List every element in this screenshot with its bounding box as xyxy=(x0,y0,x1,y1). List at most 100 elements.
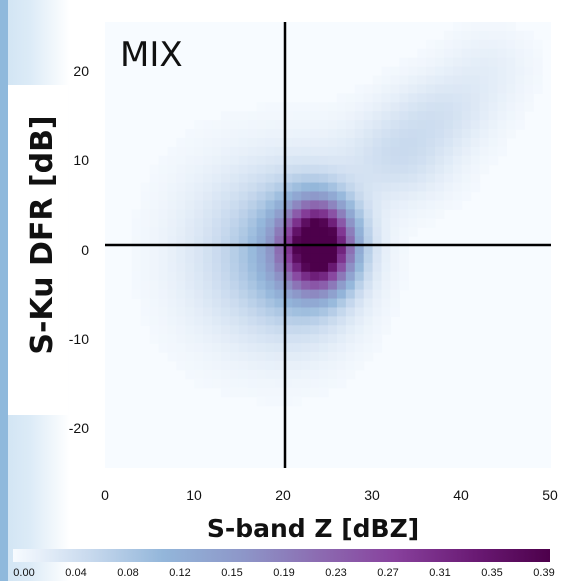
heatmap-cell xyxy=(265,298,276,309)
heatmap-cell xyxy=(149,182,160,193)
heatmap-cell xyxy=(212,120,222,130)
heatmap-cell xyxy=(310,146,320,157)
heatmap-cell xyxy=(452,57,463,68)
heatmap-cell xyxy=(336,245,347,255)
heatmap-cell xyxy=(238,387,249,398)
heatmap-cell xyxy=(292,182,302,193)
heatmap-cell xyxy=(399,129,409,139)
heatmap-cell xyxy=(417,111,427,121)
heatmap-cell xyxy=(220,164,231,175)
heatmap-cell xyxy=(461,137,472,148)
heatmap-cell xyxy=(185,164,195,175)
heatmap-cell xyxy=(319,245,329,255)
heatmap-cell xyxy=(363,325,374,335)
heatmap-cell xyxy=(363,173,374,184)
heatmap-cell xyxy=(176,325,186,335)
heatmap-cell xyxy=(274,218,284,228)
heatmap-cell xyxy=(461,22,472,32)
heatmap-cell xyxy=(354,155,365,166)
heatmap-cell xyxy=(524,66,534,77)
heatmap-cell xyxy=(220,253,231,264)
heatmap-cell xyxy=(274,245,284,255)
heatmap-cell xyxy=(283,173,293,184)
heatmap-cell xyxy=(283,280,293,291)
heatmap-cell xyxy=(229,378,240,389)
heatmap-cell xyxy=(354,191,365,201)
heatmap-cell xyxy=(488,66,499,77)
heatmap-cell xyxy=(247,245,258,255)
heatmap-cell xyxy=(212,369,222,380)
heatmap-cell xyxy=(408,120,418,130)
heatmap-cell xyxy=(203,378,213,389)
x-tick-label: 30 xyxy=(364,487,380,503)
heatmap-cell xyxy=(301,298,311,309)
heatmap-cell xyxy=(229,164,240,175)
heatmap-cell xyxy=(212,227,222,237)
heatmap-cell xyxy=(319,369,329,380)
heatmap-cell xyxy=(176,271,186,282)
heatmap-cell xyxy=(328,343,338,353)
heatmap-cell xyxy=(220,146,231,157)
heatmap-cell xyxy=(185,236,195,246)
heatmap-cell xyxy=(256,227,267,237)
heatmap-cell xyxy=(372,280,383,291)
heatmap-cell xyxy=(381,280,392,291)
heatmap-cell xyxy=(381,298,392,309)
heatmap-cell xyxy=(301,182,311,193)
heatmap-cell xyxy=(515,75,525,86)
heatmap-cell xyxy=(470,120,481,130)
heatmap-cell xyxy=(274,173,284,184)
heatmap-cell xyxy=(140,245,151,255)
heatmap-cell xyxy=(461,93,472,103)
x-tick-label: 40 xyxy=(453,487,469,503)
heatmap-cell xyxy=(336,218,347,228)
heatmap-cell xyxy=(372,236,383,246)
heatmap-cell xyxy=(354,129,365,139)
heatmap-cell xyxy=(283,396,293,407)
heatmap-cell xyxy=(372,182,383,193)
heatmap-cell xyxy=(167,209,177,219)
heatmap-cell xyxy=(265,271,276,282)
heatmap-cell xyxy=(470,111,481,121)
heatmap-cell xyxy=(408,57,418,68)
colorbar-tick-label: 0.08 xyxy=(117,567,138,579)
heatmap-cell xyxy=(372,146,383,157)
heatmap-cell xyxy=(283,227,293,237)
heatmap-cell xyxy=(212,360,222,371)
heatmap-cell xyxy=(328,352,338,362)
heatmap-cell xyxy=(336,253,347,264)
heatmap-cell xyxy=(319,209,329,219)
x-tick-labels: 0 10 20 30 40 50 xyxy=(101,487,558,503)
heatmap-cell xyxy=(301,236,311,246)
heatmap-cell xyxy=(301,173,311,184)
heatmap-cell xyxy=(274,164,284,175)
heatmap-cell xyxy=(194,289,204,300)
heatmap-cell xyxy=(265,316,276,326)
heatmap-cell xyxy=(274,155,284,166)
heatmap-cell xyxy=(363,137,374,148)
heatmap-cell xyxy=(319,298,329,309)
heatmap-cell xyxy=(461,164,472,175)
heatmap-cell xyxy=(524,84,534,94)
heatmap-cell xyxy=(328,111,338,121)
heatmap-cell xyxy=(470,75,481,86)
heatmap-cell xyxy=(390,137,400,148)
heatmap-cell xyxy=(203,129,213,139)
colorbar-tick-label: 0.39 xyxy=(533,567,554,579)
heatmap-cell xyxy=(176,253,186,264)
heatmap-cell xyxy=(479,57,490,68)
heatmap-cell xyxy=(238,227,249,237)
heatmap-cell xyxy=(283,369,293,380)
heatmap-cell xyxy=(185,227,195,237)
heatmap-cell xyxy=(149,325,160,335)
heatmap-cell xyxy=(461,48,472,59)
heatmap-cell xyxy=(345,271,356,282)
heatmap-cell xyxy=(167,236,177,246)
heatmap-cell xyxy=(274,271,284,282)
heatmap-cell xyxy=(185,218,195,228)
heatmap-cell xyxy=(336,173,347,184)
heatmap-cell xyxy=(283,289,293,300)
heatmap-cell xyxy=(310,334,320,344)
heatmap-cell xyxy=(381,316,392,326)
heatmap-cell xyxy=(310,191,320,201)
